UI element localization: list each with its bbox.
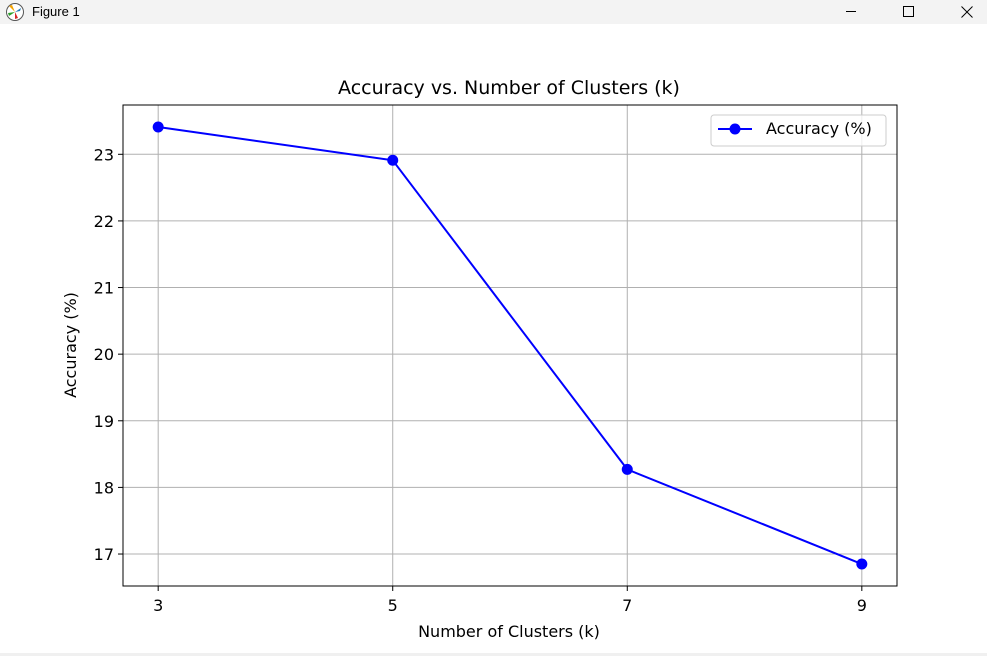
y-tick-label: 23 [94,145,114,164]
line-chart: 3 5 7 9 17 18 19 20 21 22 23 Accuracy vs. Number o… [61,77,898,641]
legend-box [710,114,887,147]
maximize-button[interactable] [885,0,931,24]
y-tick-label: 21 [94,279,114,298]
plot-frame [122,104,898,587]
x-tick-label: 7 [622,596,632,615]
legend-label: Accuracy (%) [766,119,872,138]
figure-canvas: 3 5 7 9 17 18 19 20 21 22 23 Accuracy vs. Number o… [0,24,987,653]
data-point [387,154,399,166]
y-tick-label: 19 [94,412,114,431]
window-title: Figure 1 [32,4,80,19]
minimize-icon [846,11,856,12]
tick-layer: 3 5 7 9 17 18 19 20 21 22 23 [94,145,867,615]
data-point [856,558,868,570]
series-layer [152,121,868,570]
y-tick-label: 17 [94,545,114,564]
data-point [152,121,164,133]
y-tick-label: 20 [94,345,114,364]
x-tick-label: 5 [388,596,398,615]
legend: Accuracy (%) [710,114,887,147]
close-button[interactable] [944,0,987,24]
title-bar[interactable]: Figure 1 [0,0,987,24]
x-tick-label: 3 [153,596,163,615]
x-tick-label: 9 [857,596,867,615]
matplotlib-icon [5,2,25,22]
legend-marker-sample [729,123,741,135]
y-axis-label: Accuracy (%) [61,292,80,398]
series-line [158,125,863,565]
y-tick-label: 18 [94,478,114,497]
close-icon [961,6,973,18]
minimize-button[interactable] [828,0,874,24]
maximize-icon [903,6,914,17]
x-axis-label: Number of Clusters (k) [418,622,600,641]
data-point [621,463,633,475]
y-tick-label: 22 [94,212,114,231]
grid-layer [123,105,897,586]
chart-title: Accuracy vs. Number of Clusters (k) [338,77,680,99]
window-bottom-border [0,653,987,656]
